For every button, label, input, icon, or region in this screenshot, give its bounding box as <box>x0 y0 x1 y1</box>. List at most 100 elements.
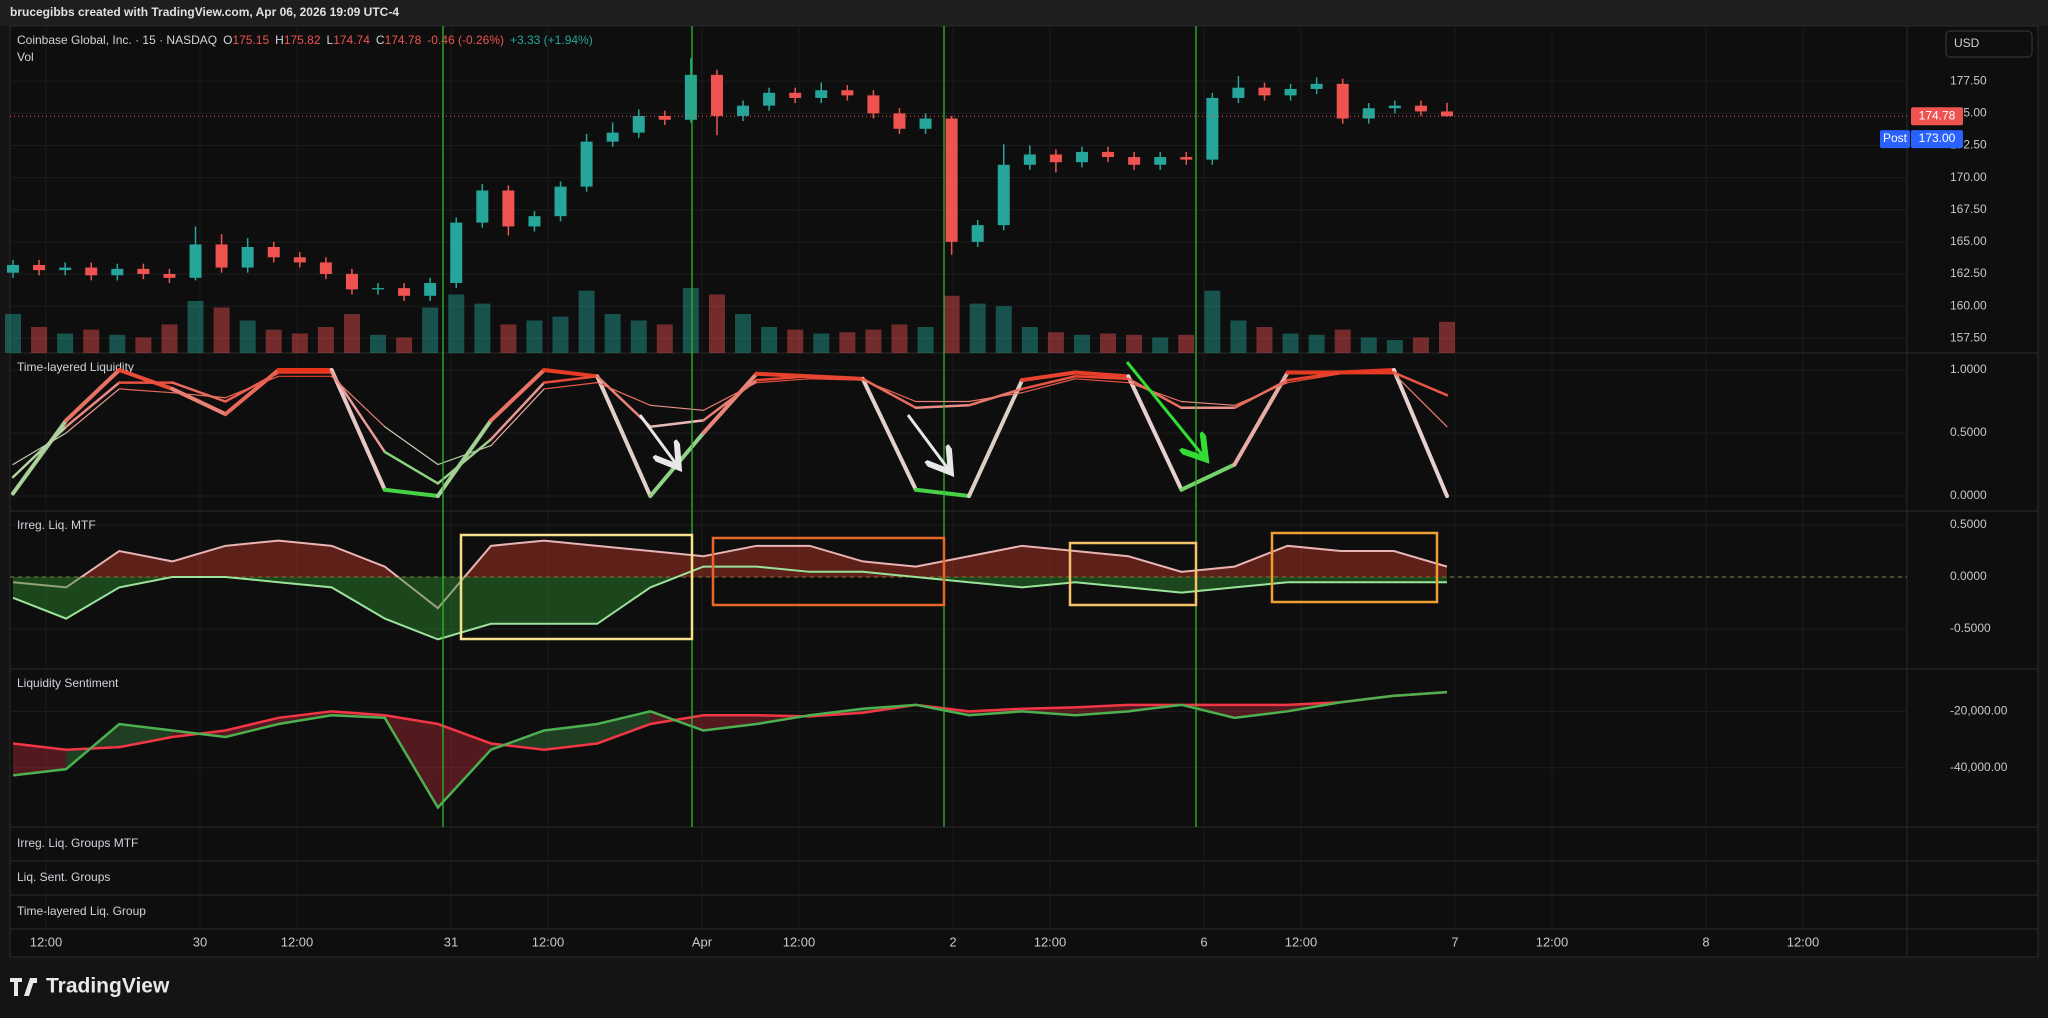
line-segment <box>171 392 227 399</box>
volume-bar <box>370 334 387 353</box>
volume-bar <box>291 333 308 353</box>
x-tick-label: 6 <box>1200 934 1207 949</box>
line-segment <box>489 368 547 423</box>
line-segment <box>1233 382 1289 406</box>
session-lines <box>442 26 1197 827</box>
band-fill <box>437 724 491 808</box>
line-segment <box>860 376 918 492</box>
line-segment <box>1020 375 1077 391</box>
line-segment <box>117 368 175 391</box>
line-segment <box>542 368 600 379</box>
volume-bar <box>1386 340 1403 353</box>
legend-item: H <box>275 33 284 47</box>
box <box>1270 531 1439 604</box>
candle-body <box>1049 154 1062 163</box>
legend-item: C <box>376 33 385 47</box>
candle-body <box>1023 154 1036 165</box>
volume-bar <box>161 324 178 353</box>
line-segment <box>1232 370 1290 467</box>
volume-bar <box>1360 337 1377 353</box>
pane-title: Irreg. Liq. MTF <box>17 518 96 532</box>
volume-bar <box>474 303 491 353</box>
line-segment <box>649 404 705 411</box>
vol-label: Vol <box>17 50 34 64</box>
volume-bar <box>239 320 256 353</box>
candle-body <box>319 262 332 274</box>
y-tick-label: -40,000.00 <box>1950 760 2008 774</box>
candle-body <box>33 264 46 271</box>
volume-bar <box>526 320 543 353</box>
line-segment <box>118 388 173 394</box>
candle-body <box>580 141 593 187</box>
volume-bar <box>656 324 673 353</box>
volume-bar <box>1047 332 1064 353</box>
last-price-label: 174.78 <box>1919 108 1956 122</box>
post-tag <box>1880 130 1910 149</box>
currency-label[interactable]: USD <box>1954 36 1980 50</box>
candle-body <box>1336 83 1349 119</box>
volume-bar <box>630 320 647 353</box>
band-line <box>12 690 1448 810</box>
candle-body <box>137 268 150 274</box>
candle-body <box>1180 157 1193 160</box>
candle-body <box>267 246 280 258</box>
band-fill <box>13 743 67 776</box>
line-segment <box>967 378 1025 499</box>
candle-body <box>1362 108 1375 119</box>
volume-bar <box>265 329 282 353</box>
candle-body <box>293 257 306 263</box>
area-line <box>12 539 1448 610</box>
candle-body <box>632 115 645 133</box>
volume-bar <box>5 314 21 353</box>
y-tick-label: 167.50 <box>1950 202 1987 216</box>
volume-bar <box>1073 334 1090 353</box>
legend-item: 175.15 <box>232 33 269 47</box>
volume-bar <box>1126 334 1143 353</box>
line-segment <box>11 418 69 496</box>
line-segment <box>1073 375 1130 381</box>
candle-body <box>1075 151 1088 163</box>
x-tick-label: 12:00 <box>1787 934 1820 949</box>
legend-item: O <box>223 33 232 47</box>
volume-bar <box>865 329 882 353</box>
candle-body <box>945 118 958 242</box>
candle-body <box>841 90 854 96</box>
candle-body <box>215 244 228 268</box>
candle-body <box>85 267 98 276</box>
candle-body <box>737 105 750 116</box>
legend-item: 174.78 <box>385 33 422 47</box>
candle-body <box>398 288 411 296</box>
line-segment <box>862 379 917 403</box>
candle-body <box>1310 83 1323 89</box>
volume-bar <box>422 307 439 353</box>
pane-title: Liq. Sent. Groups <box>17 870 110 884</box>
y-tick-label: 0.5000 <box>1950 425 1987 439</box>
volume-bar <box>1021 327 1038 353</box>
candle-body <box>528 216 541 227</box>
volume-bar <box>552 316 569 353</box>
line-segment <box>596 382 651 406</box>
line-segment <box>11 425 68 479</box>
line-segment <box>1127 377 1183 410</box>
pane-title: Time-layered Liquidity <box>17 360 134 374</box>
line-segment <box>330 371 387 454</box>
candle-body <box>1128 157 1141 165</box>
line-segment <box>543 382 598 390</box>
volume-bar <box>396 337 413 353</box>
line-segment <box>65 388 120 434</box>
volume-bar <box>604 314 621 353</box>
currency-button[interactable] <box>1945 30 2033 58</box>
candle-body <box>1284 88 1297 96</box>
volume-bar <box>187 301 204 353</box>
line-segment <box>329 368 387 492</box>
candle-body <box>606 132 619 142</box>
volume-bar <box>1100 333 1117 353</box>
line-segment <box>171 381 227 403</box>
line-segment <box>808 375 865 381</box>
candle-body <box>815 90 828 98</box>
line-segment <box>542 375 599 384</box>
line-segment <box>755 375 811 382</box>
logo-icon <box>10 978 37 996</box>
line-segment <box>701 371 759 436</box>
